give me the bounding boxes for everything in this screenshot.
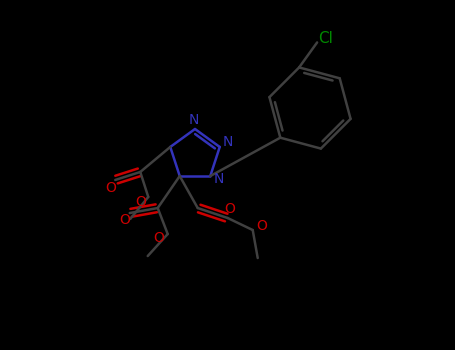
Text: N: N [222, 135, 233, 149]
Text: O: O [256, 219, 267, 233]
Text: Cl: Cl [318, 31, 333, 46]
Text: O: O [224, 202, 235, 216]
Text: N: N [214, 172, 224, 186]
Text: O: O [119, 213, 130, 227]
Text: O: O [153, 231, 164, 245]
Text: O: O [105, 181, 116, 195]
Text: O: O [135, 195, 146, 209]
Text: N: N [189, 113, 199, 127]
